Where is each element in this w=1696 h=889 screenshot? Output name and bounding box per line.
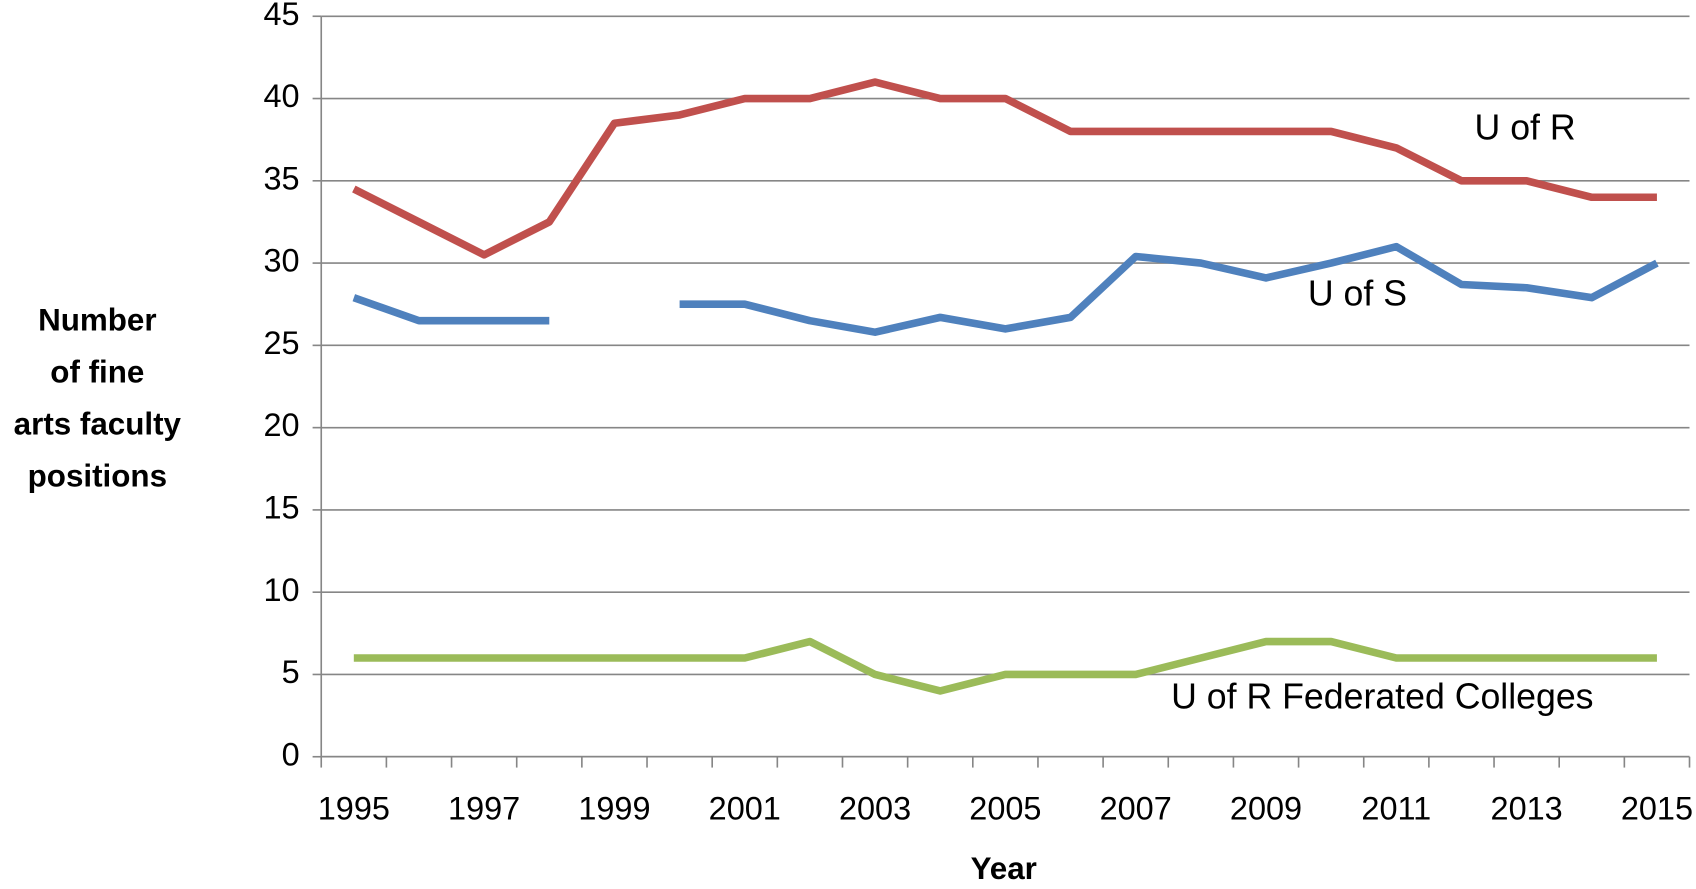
y-tick-label: 40: [264, 78, 300, 114]
y-tick-label: 35: [264, 160, 300, 196]
line-series: [352, 242, 1659, 336]
x-tick-label: 1999: [578, 790, 650, 826]
y-tick-label: 45: [264, 0, 300, 32]
y-tick-label: 20: [264, 407, 300, 443]
x-tick-label: 2009: [1230, 790, 1302, 826]
x-axis-label: Year: [971, 851, 1037, 886]
series-label: U of R Federated Colleges: [1171, 677, 1593, 717]
series-label: U of R: [1475, 108, 1576, 148]
y-tick-label: 10: [264, 572, 300, 608]
y-axis-label: arts faculty: [14, 406, 182, 441]
x-tick-label: 2007: [1100, 790, 1172, 826]
y-tick-label: 0: [282, 736, 300, 772]
x-tick-label: 1995: [318, 790, 390, 826]
series-label: U of S: [1308, 273, 1407, 313]
x-tick-label: 2015: [1621, 790, 1693, 826]
y-tick-label: 25: [264, 325, 300, 361]
y-axis-label: of fine: [50, 354, 144, 389]
y-tick-label: 30: [264, 243, 300, 279]
line-series: [353, 637, 1657, 695]
y-axis-label: positions: [28, 458, 167, 493]
x-tick-label: 2011: [1361, 790, 1431, 826]
x-tick-label: 2003: [839, 790, 911, 826]
y-tick-label: 15: [264, 489, 300, 525]
y-tick-label: 5: [282, 654, 300, 690]
x-tick-label: 2005: [969, 790, 1041, 826]
y-axis-label: Number: [38, 302, 156, 337]
x-tick-label: 2013: [1491, 790, 1563, 826]
x-tick-label: 2001: [709, 790, 781, 826]
line-series: [352, 78, 1657, 259]
x-tick-label: 1997: [448, 790, 520, 826]
